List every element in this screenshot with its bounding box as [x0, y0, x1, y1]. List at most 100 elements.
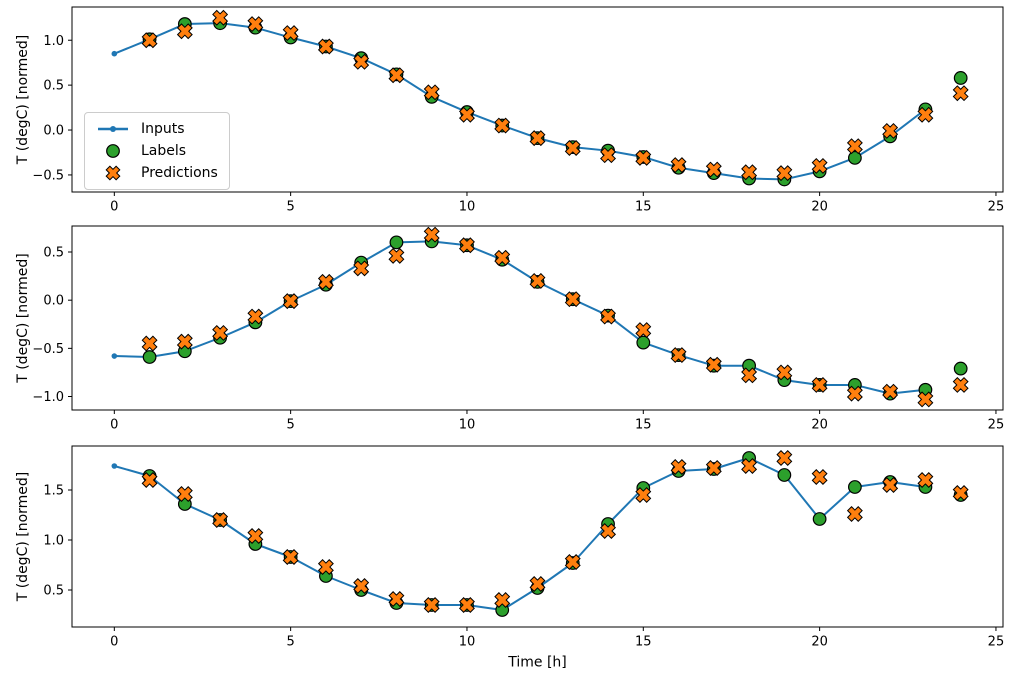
- y-axis: −1.0 −0.5 0.0 0.5: [32, 246, 72, 405]
- legend-item-predictions: Predictions: [96, 165, 218, 181]
- predictions-point: [670, 157, 687, 174]
- x-tick-label: 10: [459, 634, 476, 649]
- predictions-point: [741, 367, 758, 384]
- predictions-point: [776, 364, 793, 381]
- predictions-point: [529, 272, 546, 289]
- legend-label-predictions: Predictions: [141, 165, 218, 181]
- predictions-point: [423, 226, 440, 243]
- predictions-point: [917, 391, 934, 408]
- predictions-point: [564, 140, 581, 156]
- legend-label-labels: Labels: [141, 143, 187, 159]
- predictions-point: [247, 528, 264, 544]
- x-tick-label: 5: [286, 634, 294, 649]
- x-tick-label: 0: [110, 417, 118, 432]
- legend-x-marker: [105, 165, 121, 181]
- x-axis: 0 5 10 15 20 25: [110, 627, 1004, 649]
- y-tick-label: −0.5: [32, 168, 64, 183]
- predictions-point: [388, 591, 405, 607]
- predictions-point: [846, 385, 863, 402]
- predictions-point: [458, 237, 475, 254]
- x-tick-label: 0: [110, 634, 118, 649]
- predictions-series: [141, 9, 969, 182]
- x-tick-label: 20: [811, 417, 828, 432]
- predictions-point: [353, 260, 370, 277]
- axes-spines: [71, 225, 1004, 411]
- predictions-point: [952, 376, 969, 393]
- inputs-point: [111, 463, 118, 469]
- predictions-point: [776, 165, 793, 182]
- inputs-point: [111, 50, 118, 57]
- predictions-point: [388, 247, 405, 264]
- x-tick-label: 15: [635, 199, 652, 214]
- predictions-point: [176, 486, 193, 502]
- predictions-point: [811, 469, 828, 485]
- predictions-point: [811, 376, 828, 393]
- labels-point: [812, 512, 827, 526]
- predictions-point: [282, 549, 299, 565]
- y-axis-label: T (degC) [normed]: [15, 253, 31, 384]
- x-tick-label: 5: [286, 417, 294, 432]
- labels-point: [953, 361, 968, 376]
- x-tick-label: 5: [286, 199, 294, 214]
- y-tick-label: 1.5: [43, 484, 64, 499]
- predictions-point: [494, 249, 511, 266]
- predictions-x-icon: [105, 165, 121, 181]
- predictions-point: [741, 164, 758, 181]
- x-tick-label: 20: [811, 199, 828, 214]
- labels-point: [142, 350, 157, 364]
- predictions-point: [388, 67, 405, 84]
- predictions-point: [247, 16, 264, 33]
- predictions-point: [282, 25, 299, 42]
- labels-point: [389, 235, 404, 250]
- predictions-point: [176, 23, 193, 40]
- labels-point: [847, 480, 862, 494]
- legend-item-inputs: Inputs: [96, 121, 218, 137]
- predictions-point: [917, 472, 934, 488]
- predictions-point: [317, 38, 334, 55]
- predictions-point: [317, 559, 334, 575]
- x-tick-label: 20: [811, 634, 828, 649]
- y-axis-label: T (degC) [normed]: [15, 35, 31, 166]
- y-tick-label: 0.0: [43, 124, 64, 139]
- y-axis: −0.5 0.0 0.5 1.0: [32, 34, 72, 183]
- legend-item-labels: Labels: [96, 143, 218, 159]
- predictions-point: [882, 383, 899, 400]
- predictions-point: [141, 335, 158, 352]
- predictions-point: [353, 53, 370, 70]
- x-tick-label: 15: [635, 634, 652, 649]
- predictions-point: [317, 273, 334, 290]
- y-tick-label: −1.0: [32, 390, 64, 405]
- predictions-point: [600, 147, 617, 164]
- y-tick-label: 0.5: [43, 584, 64, 599]
- x-tick-label: 25: [988, 417, 1005, 432]
- predictions-point: [494, 592, 511, 608]
- y-axis: 0.5 1.0 1.5: [43, 484, 72, 599]
- predictions-point: [741, 458, 758, 474]
- y-tick-label: 0.0: [43, 294, 64, 309]
- y-tick-label: 0.5: [43, 79, 64, 94]
- predictions-point: [564, 291, 581, 308]
- predictions-point: [846, 138, 863, 155]
- axes-spines: [71, 445, 1004, 628]
- y-tick-label: 0.5: [43, 246, 64, 261]
- inputs-point: [111, 353, 118, 359]
- predictions-series: [141, 450, 969, 613]
- predictions-point: [564, 554, 581, 570]
- predictions-point: [670, 459, 687, 475]
- x-tick-label: 15: [635, 417, 652, 432]
- x-axis-label: Time [h]: [507, 654, 567, 670]
- predictions-point: [882, 122, 899, 139]
- predictions-point: [705, 161, 722, 178]
- predictions-point: [705, 356, 722, 373]
- axes-spines: [71, 6, 1004, 193]
- predictions-point: [846, 506, 863, 522]
- labels-point: [636, 335, 651, 350]
- predictions-point: [494, 117, 511, 134]
- predictions-point: [458, 597, 475, 613]
- x-axis: 0 5 10 15 20 25: [110, 192, 1004, 214]
- predictions-point: [529, 576, 546, 592]
- x-tick-label: 10: [459, 417, 476, 432]
- predictions-point: [458, 106, 475, 123]
- inputs-line-icon: [98, 126, 128, 132]
